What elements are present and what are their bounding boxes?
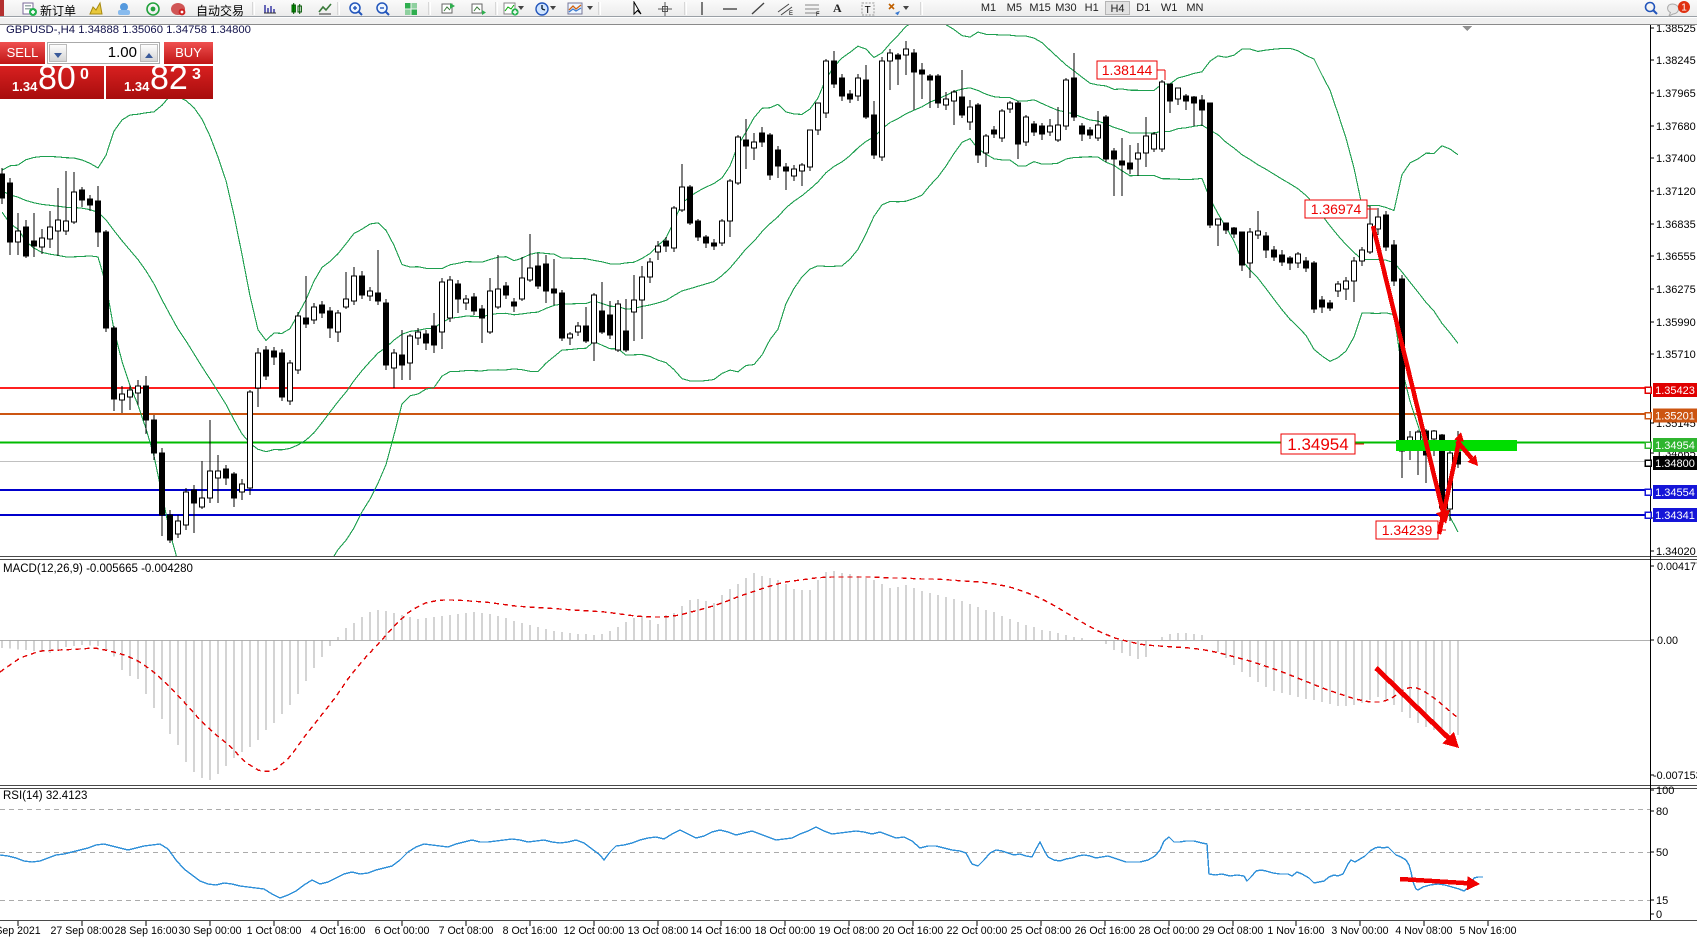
svg-text:1.36974: 1.36974 <box>1311 201 1362 217</box>
svg-text:1.35201: 1.35201 <box>1655 411 1695 423</box>
svg-text:1.36555: 1.36555 <box>1656 251 1696 263</box>
svg-text:26 Oct 16:00: 26 Oct 16:00 <box>1075 925 1136 937</box>
svg-text:30 Sep 00:00: 30 Sep 00:00 <box>178 925 241 937</box>
svg-text:1.36835: 1.36835 <box>1656 219 1696 231</box>
svg-text:0: 0 <box>1656 909 1662 921</box>
svg-text:E: E <box>789 11 793 16</box>
svg-text:GBPUSD-,H4 1.34888 1.35060 1.: GBPUSD-,H4 1.34888 1.35060 1.34758 1.348… <box>6 25 251 36</box>
svg-text:1.34341: 1.34341 <box>1655 510 1695 522</box>
svg-text:27 Sep 08:00: 27 Sep 08:00 <box>50 925 113 937</box>
svg-text:1: 1 <box>1681 3 1687 14</box>
svg-text:13 Oct 08:00: 13 Oct 08:00 <box>628 925 689 937</box>
svg-text:20 Oct 16:00: 20 Oct 16:00 <box>883 925 944 937</box>
svg-text:1.38525: 1.38525 <box>1656 25 1696 35</box>
svg-text:1.34954: 1.34954 <box>1655 440 1695 452</box>
svg-text:1.37680: 1.37680 <box>1656 121 1696 133</box>
svg-text:1.37120: 1.37120 <box>1656 186 1696 198</box>
svg-text:1.37965: 1.37965 <box>1656 88 1696 100</box>
svg-text:F: F <box>816 12 820 16</box>
svg-text:1.35990: 1.35990 <box>1656 317 1696 329</box>
svg-text:8 Oct 16:00: 8 Oct 16:00 <box>503 925 558 937</box>
svg-text:4 Oct 16:00: 4 Oct 16:00 <box>311 925 366 937</box>
svg-text:1.38245: 1.38245 <box>1656 55 1696 67</box>
svg-text:12 Oct 00:00: 12 Oct 00:00 <box>564 925 625 937</box>
svg-text:1.34954: 1.34954 <box>1287 435 1348 454</box>
svg-text:14 Oct 16:00: 14 Oct 16:00 <box>691 925 752 937</box>
svg-text:19 Oct 08:00: 19 Oct 08:00 <box>819 925 880 937</box>
svg-text:7 Oct 08:00: 7 Oct 08:00 <box>439 925 494 937</box>
svg-text:1.35423: 1.35423 <box>1655 385 1695 397</box>
svg-text:1.34239: 1.34239 <box>1382 522 1433 538</box>
svg-text:1.34020: 1.34020 <box>1656 546 1696 558</box>
svg-text:18 Oct 00:00: 18 Oct 00:00 <box>755 925 816 937</box>
svg-text:1 Nov 16:00: 1 Nov 16:00 <box>1267 925 1324 937</box>
svg-text:1.34800: 1.34800 <box>1655 458 1695 470</box>
svg-text:100: 100 <box>1656 785 1674 797</box>
svg-text:T: T <box>865 5 871 16</box>
svg-text:Sep 2021: Sep 2021 <box>0 925 41 937</box>
svg-text:80: 80 <box>1656 806 1668 818</box>
svg-text:5 Nov 16:00: 5 Nov 16:00 <box>1459 925 1516 937</box>
svg-text:4 Nov 08:00: 4 Nov 08:00 <box>1395 925 1452 937</box>
svg-text:25 Oct 08:00: 25 Oct 08:00 <box>1011 925 1072 937</box>
svg-text:-0.007153: -0.007153 <box>1653 770 1697 782</box>
svg-text:1.38144: 1.38144 <box>1102 62 1153 78</box>
svg-text:0.004177: 0.004177 <box>1657 561 1697 573</box>
svg-text:28 Oct 00:00: 28 Oct 00:00 <box>1139 925 1200 937</box>
svg-text:29 Oct 08:00: 29 Oct 08:00 <box>1203 925 1264 937</box>
svg-text:28 Sep 16:00: 28 Sep 16:00 <box>114 925 177 937</box>
svg-text:1 Oct 08:00: 1 Oct 08:00 <box>247 925 302 937</box>
svg-text:1.34554: 1.34554 <box>1655 487 1695 499</box>
svg-text:15: 15 <box>1656 895 1668 907</box>
svg-text:1.37400: 1.37400 <box>1656 153 1696 165</box>
svg-text:MACD(12,26,9) -0.005665 -0.004: MACD(12,26,9) -0.005665 -0.004280 <box>3 563 193 575</box>
svg-text:22 Oct 00:00: 22 Oct 00:00 <box>947 925 1008 937</box>
svg-text:1.35710: 1.35710 <box>1656 349 1696 361</box>
svg-text:3 Nov 00:00: 3 Nov 00:00 <box>1331 925 1388 937</box>
svg-text:6 Oct 00:00: 6 Oct 00:00 <box>375 925 430 937</box>
svg-text:1.36275: 1.36275 <box>1656 284 1696 296</box>
svg-text:50: 50 <box>1656 847 1668 859</box>
svg-text:RSI(14) 32.4123: RSI(14) 32.4123 <box>3 790 87 802</box>
svg-text:0.00: 0.00 <box>1657 635 1678 647</box>
